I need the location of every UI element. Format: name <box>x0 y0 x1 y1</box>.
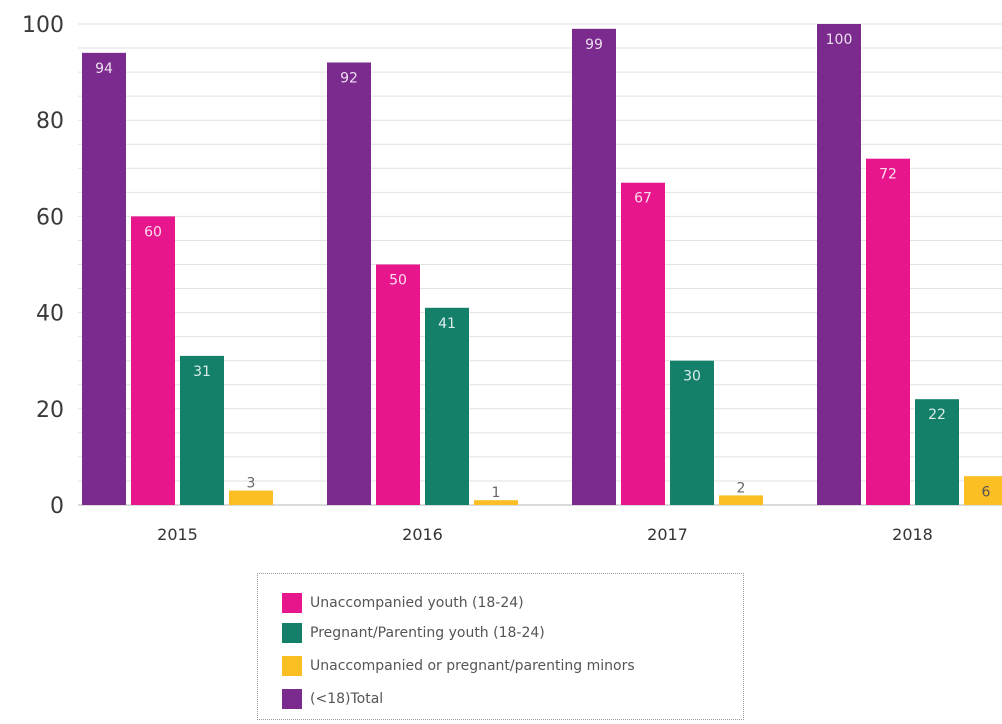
legend: Unaccompanied youth (18-24) Pregnant/Pare… <box>257 573 744 720</box>
legend-item: Pregnant/Parenting youth (18-24) <box>282 621 545 645</box>
bars: 94 60 31 3 92 50 41 1 99 67 30 2 100 72 22 6 <box>82 24 1002 506</box>
y-tick-label: 60 <box>36 205 64 230</box>
bar <box>425 307 469 505</box>
bar-chart: 0 20 40 60 80 100 94 60 31 3 92 50 41 1 99 67 30 2 100 72 2… <box>22 13 1002 544</box>
legend-item: (<18)Total <box>282 687 383 711</box>
bar <box>327 62 371 505</box>
data-label: 72 <box>879 167 897 183</box>
data-label: 50 <box>389 273 407 289</box>
x-tick-label: 2017 <box>647 525 688 544</box>
data-label: 41 <box>438 316 456 332</box>
y-tick-label: 80 <box>36 109 64 134</box>
y-tick-label: 20 <box>36 398 64 423</box>
legend-swatch <box>282 689 302 709</box>
legend-swatch <box>282 623 302 643</box>
legend-label: Unaccompanied youth (18-24) <box>310 595 524 611</box>
data-label: 2 <box>737 480 746 496</box>
data-label: 1 <box>492 485 501 501</box>
legend-label: Unaccompanied or pregnant/parenting mino… <box>310 658 635 674</box>
data-label: 6 <box>982 485 991 501</box>
x-axis: 2015 2016 2017 2018 <box>157 525 933 544</box>
y-tick-label: 100 <box>22 13 64 38</box>
data-label: 67 <box>634 191 652 207</box>
bar <box>817 24 861 505</box>
bar <box>180 355 224 505</box>
legend-swatch <box>282 593 302 613</box>
data-label: 30 <box>683 369 701 385</box>
data-label: 92 <box>340 70 358 86</box>
legend-swatch <box>282 656 302 676</box>
bar <box>621 182 665 506</box>
bar <box>719 495 763 505</box>
data-label: 22 <box>928 407 946 423</box>
y-tick-label: 40 <box>36 302 64 327</box>
x-tick-label: 2015 <box>157 525 198 544</box>
x-tick-label: 2016 <box>402 525 443 544</box>
x-tick-label: 2018 <box>892 525 933 544</box>
data-label: 94 <box>95 61 113 77</box>
bar <box>572 28 616 506</box>
data-label: 60 <box>144 224 162 240</box>
data-label: 3 <box>247 476 256 492</box>
legend-label: Pregnant/Parenting youth (18-24) <box>310 625 545 641</box>
y-tick-label: 0 <box>50 494 64 519</box>
legend-item: Unaccompanied youth (18-24) <box>282 591 524 615</box>
data-label: 99 <box>585 37 603 53</box>
legend-item: Unaccompanied or pregnant/parenting mino… <box>282 654 635 678</box>
bar <box>670 360 714 505</box>
bar <box>131 216 175 505</box>
bar <box>866 158 910 505</box>
bar <box>915 399 959 505</box>
bar <box>229 490 273 505</box>
bar <box>82 52 126 506</box>
data-label: 31 <box>193 364 211 380</box>
bar <box>376 264 420 505</box>
bar <box>964 476 1002 505</box>
y-axis: 0 20 40 60 80 100 <box>22 13 64 519</box>
bar <box>474 500 518 505</box>
legend-label: (<18)Total <box>310 691 384 707</box>
data-label: 100 <box>826 32 853 48</box>
